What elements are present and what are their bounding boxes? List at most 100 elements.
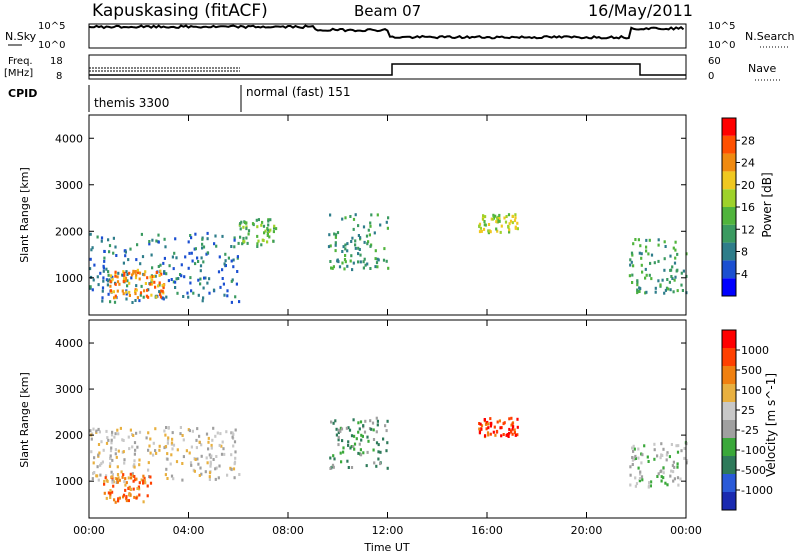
data-cell bbox=[121, 273, 124, 277]
data-cell bbox=[215, 244, 218, 248]
data-cell bbox=[511, 432, 514, 436]
power-panel: Slant Range [km] 1000 2000 3000 4000 bbox=[18, 114, 688, 316]
data-cell bbox=[335, 433, 338, 437]
data-cell bbox=[151, 238, 154, 242]
data-cell bbox=[106, 436, 109, 440]
data-cell bbox=[134, 299, 137, 302]
data-cell bbox=[177, 277, 180, 280]
data-cell bbox=[233, 236, 236, 240]
data-cell bbox=[246, 241, 249, 245]
data-cell bbox=[496, 216, 499, 220]
data-cell bbox=[674, 275, 677, 279]
data-cell bbox=[629, 465, 632, 469]
data-cell bbox=[350, 445, 353, 448]
data-cell bbox=[478, 224, 481, 228]
data-cell bbox=[484, 215, 487, 219]
data-cell bbox=[269, 218, 272, 222]
data-cell bbox=[334, 233, 338, 237]
data-cell bbox=[133, 495, 136, 499]
y-tick-label: 1000 bbox=[55, 475, 83, 488]
data-cell bbox=[105, 478, 108, 482]
data-cell bbox=[354, 246, 357, 250]
nave-trace bbox=[89, 67, 240, 72]
data-cell bbox=[247, 232, 250, 236]
data-cell bbox=[212, 288, 216, 292]
data-cell bbox=[344, 247, 347, 251]
data-cell bbox=[187, 240, 190, 244]
data-cell bbox=[151, 275, 154, 279]
data-cell bbox=[142, 474, 145, 478]
data-cell bbox=[221, 268, 224, 272]
data-cell bbox=[508, 427, 511, 431]
data-cell bbox=[135, 431, 138, 435]
data-cell bbox=[142, 481, 145, 485]
data-cell bbox=[101, 286, 105, 290]
colorbar-swatch bbox=[722, 366, 736, 384]
data-cell bbox=[206, 461, 209, 465]
data-cell bbox=[379, 450, 382, 454]
data-cell bbox=[136, 487, 139, 490]
data-cell bbox=[212, 426, 215, 430]
data-cell bbox=[379, 462, 382, 466]
data-cell bbox=[171, 447, 174, 451]
data-cell bbox=[509, 219, 513, 223]
data-cell bbox=[97, 443, 101, 446]
data-cell bbox=[339, 451, 342, 455]
data-cell bbox=[116, 465, 119, 469]
data-cell bbox=[159, 293, 162, 297]
data-cell bbox=[352, 261, 355, 265]
nsearch-tick-top: 10^5 bbox=[708, 21, 735, 32]
data-cell bbox=[100, 462, 103, 466]
data-cell bbox=[262, 239, 265, 242]
data-cell bbox=[211, 438, 214, 442]
data-cell bbox=[641, 478, 644, 482]
data-cell bbox=[261, 220, 264, 224]
data-cell bbox=[147, 448, 150, 452]
data-cell bbox=[634, 484, 637, 488]
data-cell bbox=[666, 451, 669, 455]
y-tick-label: 4000 bbox=[55, 132, 83, 145]
data-cell bbox=[222, 447, 225, 451]
data-cell bbox=[676, 450, 680, 454]
data-cell bbox=[385, 429, 388, 433]
data-cell bbox=[131, 301, 134, 304]
data-cell bbox=[647, 252, 650, 256]
data-cell bbox=[251, 222, 255, 226]
data-cell bbox=[660, 442, 663, 446]
data-cell bbox=[113, 498, 116, 502]
data-cell bbox=[659, 456, 662, 460]
data-cell bbox=[187, 428, 190, 432]
data-cell bbox=[139, 262, 142, 266]
data-cell bbox=[145, 294, 148, 298]
data-cell bbox=[208, 475, 211, 479]
data-cell bbox=[114, 477, 117, 480]
x-tick-label: 04:00 bbox=[173, 524, 205, 537]
data-cell bbox=[188, 451, 191, 455]
data-cell bbox=[273, 224, 276, 228]
data-cell bbox=[105, 496, 108, 500]
data-cell bbox=[256, 245, 259, 248]
data-cell bbox=[242, 236, 245, 240]
data-cell bbox=[496, 420, 499, 424]
data-cell bbox=[131, 474, 134, 478]
data-cell bbox=[105, 474, 108, 478]
data-cell bbox=[363, 257, 366, 261]
data-cell bbox=[170, 441, 174, 445]
data-cell bbox=[138, 481, 141, 485]
data-cell bbox=[144, 270, 147, 274]
data-cell bbox=[125, 270, 128, 274]
data-cell bbox=[112, 290, 115, 294]
nsearch-tick-bottom: 10^0 bbox=[708, 40, 735, 51]
data-cell bbox=[202, 296, 205, 300]
data-cell bbox=[112, 251, 115, 255]
data-cell bbox=[662, 471, 665, 475]
data-cell bbox=[164, 245, 167, 249]
data-cell bbox=[496, 229, 499, 233]
data-cell bbox=[514, 216, 517, 220]
data-cell bbox=[197, 462, 200, 466]
data-cell bbox=[103, 256, 106, 260]
colorbar-swatch bbox=[722, 492, 736, 510]
data-cell bbox=[208, 277, 211, 281]
data-cell bbox=[116, 428, 119, 432]
data-cell bbox=[135, 288, 138, 292]
